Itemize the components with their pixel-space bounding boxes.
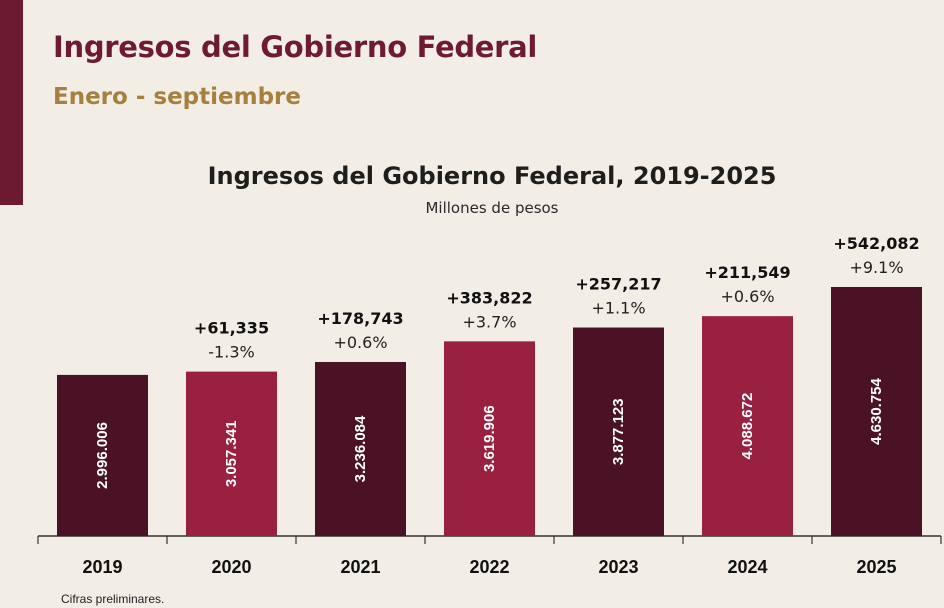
- bar-2024: [702, 316, 793, 536]
- diff-label: +257,217: [575, 275, 661, 294]
- footnote: Cifras preliminares.: [61, 592, 165, 606]
- page-title: Ingresos del Gobierno Federal: [53, 30, 538, 64]
- sidebar-accent: [0, 0, 23, 205]
- page-subtitle: Enero - septiembre: [53, 84, 301, 110]
- bar-value-label: 4.630.754: [868, 377, 885, 444]
- bar-value-label: 2.996.006: [94, 422, 111, 489]
- bar-2020: [186, 371, 277, 536]
- bar-value-label: 3.057.341: [223, 420, 240, 487]
- x-tick-label: 2019: [82, 557, 122, 577]
- bar-2021: [315, 361, 406, 536]
- bar-value-label: 3.236.084: [352, 415, 369, 482]
- x-tick-label: 2020: [211, 557, 251, 577]
- bar-2023: [573, 327, 664, 536]
- diff-label: +542,082: [833, 234, 919, 253]
- pct-label: +3.7%: [462, 312, 516, 331]
- x-tick-label: 2024: [727, 557, 767, 577]
- bar-value-label: 3.619.906: [481, 405, 498, 472]
- bar-2022: [444, 341, 535, 536]
- pct-label: +0.6%: [720, 287, 774, 306]
- chart-unit-label: Millones de pesos: [425, 199, 559, 217]
- diff-label: +211,549: [704, 263, 790, 282]
- x-tick-label: 2023: [598, 557, 638, 577]
- diff-label: +178,743: [317, 309, 403, 328]
- pct-label: +9.1%: [849, 258, 903, 277]
- pct-label: +1.1%: [591, 299, 645, 318]
- diff-label: +383,822: [446, 288, 532, 307]
- diff-label: +61,335: [194, 319, 269, 338]
- pct-label: +0.6%: [333, 333, 387, 352]
- bar-2025: [831, 287, 922, 536]
- pct-label: -1.3%: [208, 343, 254, 362]
- x-tick-label: 2022: [469, 557, 509, 577]
- x-tick-label: 2021: [340, 557, 380, 577]
- chart-title: Ingresos del Gobierno Federal, 2019-2025: [207, 162, 777, 190]
- bar-value-label: 3.877.123: [610, 398, 627, 465]
- x-tick-label: 2025: [856, 557, 896, 577]
- bar-2019: [57, 374, 148, 536]
- bar-value-label: 4.088.672: [739, 393, 756, 460]
